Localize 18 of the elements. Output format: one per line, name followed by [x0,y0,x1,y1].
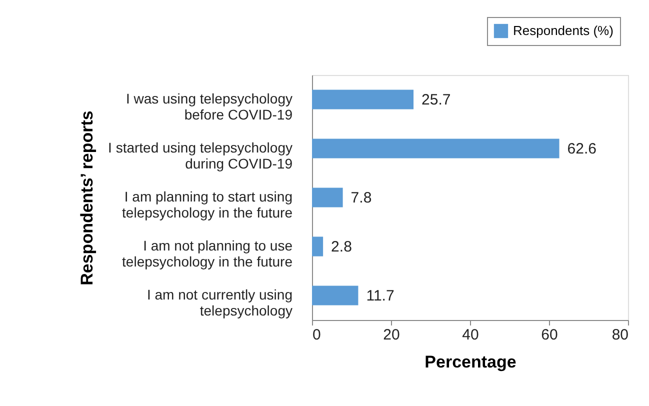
x-tick-label: 80 [612,326,628,344]
x-tick-label: 0 [312,326,321,344]
x-tick-label: 20 [383,326,400,344]
x-tick-label: 60 [541,326,558,344]
legend-label: Respondents (%) [513,23,614,38]
y-tick-label: I am not currently using telepsychology [146,286,292,318]
data-label: 7.8 [350,190,372,206]
y-tick-label: I am planning to start using telepsychology in the future [122,188,293,220]
data-label: 2.8 [331,238,352,256]
data-label: 62.6 [567,140,596,158]
x-axis-title: Percentage [424,352,516,372]
y-tick-label: I started using telepsychology during COVID-19 [108,140,293,172]
y-axis-title: Respondents’ reports [78,110,96,286]
x-tick-label: 40 [462,326,479,344]
data-label: 11.7 [366,288,394,304]
data-label: 25.7 [422,92,451,108]
y-tick-label: I am not planning to use telepsychology in the future [122,238,293,270]
y-tick-label: I was using telepsychology before COVID-19 [126,90,293,122]
